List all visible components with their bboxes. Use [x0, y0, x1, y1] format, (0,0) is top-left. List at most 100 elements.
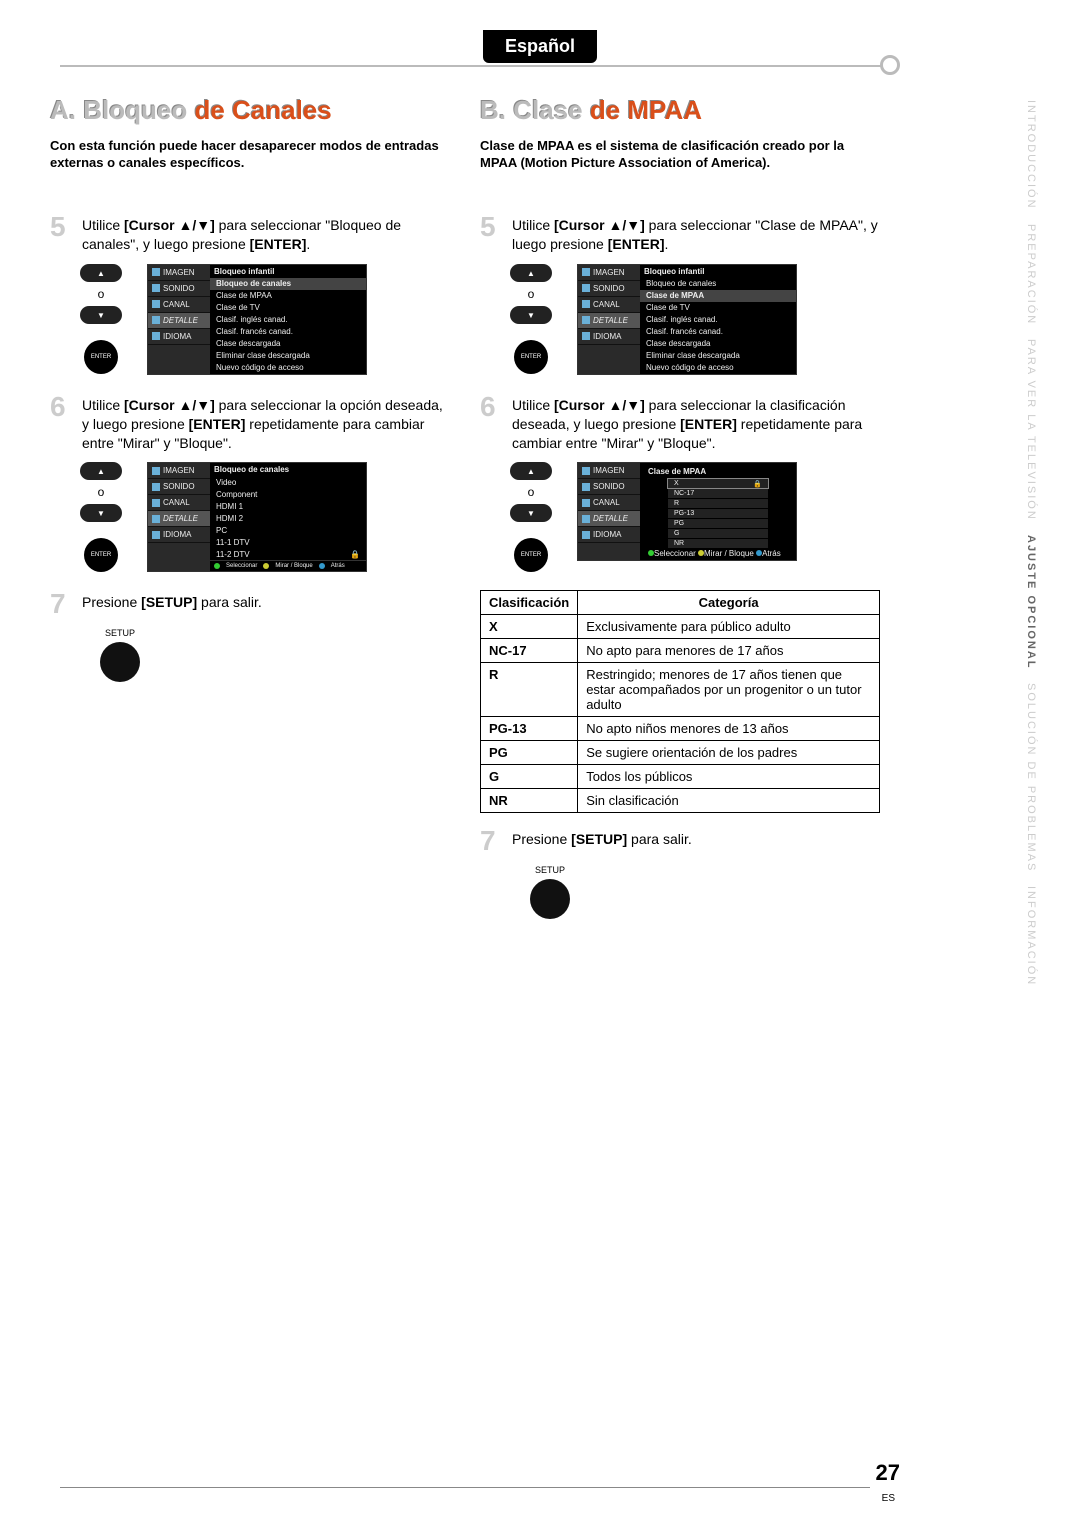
t: para salir.	[197, 594, 262, 610]
t: [SETUP]	[141, 594, 197, 610]
menu-row: Nuevo código de acceso	[210, 362, 366, 374]
t: para salir.	[627, 831, 692, 847]
menu-side-item: CANAL	[578, 495, 640, 511]
language-code: ES	[882, 1493, 895, 1504]
menu-side-item: CANAL	[578, 297, 640, 313]
or-label: o	[98, 287, 105, 301]
t: Presione	[82, 594, 141, 610]
header-dot-icon	[880, 55, 900, 75]
table-cell-desc: No apto para menores de 17 años	[578, 639, 880, 663]
menu-side-item: IDIOMA	[148, 329, 210, 345]
section-b-intro: Clase de MPAA es el sistema de clasifica…	[480, 138, 880, 188]
title-a-red: de Canales	[194, 95, 331, 125]
table-cell-code: NC-17	[481, 639, 578, 663]
footer-rule	[60, 1487, 870, 1488]
manual-page: Español INTRODUCCIÓNPREPARACIÓNPARA VER …	[0, 0, 1080, 1526]
menu-icon	[152, 284, 160, 292]
remote-icon: o ENTER	[80, 462, 122, 572]
setup-button-illustration: SETUP	[90, 628, 150, 682]
menu-row: Clase de MPAA	[210, 290, 366, 302]
table-cell-desc: Exclusivamente para público adulto	[578, 615, 880, 639]
menu-row: Eliminar clase descargada	[210, 350, 366, 362]
menu-row: Eliminar clase descargada	[640, 350, 796, 362]
menu-icon	[152, 531, 160, 539]
illustration-b5: o ENTER IMAGENSONIDOCANALDETALLEIDIOMA B…	[510, 264, 880, 375]
menu-side-item: IDIOMA	[578, 527, 640, 543]
step-text: Presione [SETUP] para salir.	[512, 827, 692, 855]
table-row: RRestringido; menores de 17 años tienen …	[481, 663, 880, 717]
page-number: 27	[876, 1460, 900, 1486]
t: [ENTER]	[680, 416, 737, 432]
table-header-cat: Categoría	[578, 591, 880, 615]
menu-side-item: IMAGEN	[578, 265, 640, 281]
cursor-up-icon	[510, 462, 552, 480]
step-text: Utilice [Cursor ▲/▼] para seleccionar "C…	[512, 213, 880, 254]
enter-button-icon: ENTER	[84, 340, 118, 374]
side-nav-item: AJUSTE OPCIONAL	[1025, 535, 1037, 670]
menu-icon	[152, 483, 160, 491]
setup-button-icon	[530, 879, 570, 919]
menu-side-item: IMAGEN	[148, 463, 210, 479]
header-rule	[60, 65, 885, 67]
rating-row: R	[668, 499, 768, 508]
menu-row: Clasif. inglés canad.	[640, 314, 796, 326]
side-nav: INTRODUCCIÓNPREPARACIÓNPARA VER LA TELEV…	[1025, 100, 1045, 1001]
menu-side-item: SONIDO	[148, 281, 210, 297]
setup-button-icon	[100, 642, 140, 682]
menu-row: Bloqueo de canales	[640, 278, 796, 290]
table-header-class: Clasificación	[481, 591, 578, 615]
t: [Cursor ▲/▼]	[124, 217, 215, 233]
menu-row: PC	[210, 524, 366, 536]
menu-side-item: SONIDO	[578, 479, 640, 495]
table-row: GTodos los públicos	[481, 765, 880, 789]
section-a-intro: Con esta función puede hacer desaparecer…	[50, 138, 450, 188]
menu-row: Clasif. francés canad.	[640, 326, 796, 338]
table-cell-desc: Todos los públicos	[578, 765, 880, 789]
menu-icon	[582, 284, 590, 292]
menu-footer: Seleccionar Mirar / Bloque Atrás	[648, 549, 788, 558]
step-b6: 6 Utilice [Cursor ▲/▼] para seleccionar …	[480, 393, 880, 453]
side-nav-item: PARA VER LA TELEVISIÓN	[1025, 339, 1037, 521]
cursor-down-icon	[510, 504, 552, 522]
remote-icon: o ENTER	[510, 462, 552, 572]
menu-icon	[582, 332, 590, 340]
step-number: 6	[50, 393, 74, 453]
menu-icon	[582, 483, 590, 491]
section-b-title: B. Clase de MPAA	[480, 95, 880, 126]
menu-row: 11-1 DTV	[210, 536, 366, 548]
menu-side-item: DETALLE	[578, 313, 640, 329]
t: [ENTER]	[250, 236, 307, 252]
menu-icon	[582, 316, 590, 324]
menu-row: Clase descargada	[640, 338, 796, 350]
side-nav-item: INFORMACIÓN	[1025, 886, 1037, 986]
classification-table: Clasificación Categoría XExclusivamente …	[480, 590, 880, 813]
menu-title: Bloqueo infantil	[210, 265, 366, 278]
osd-menu-b6: IMAGENSONIDOCANALDETALLEIDIOMA Clase de …	[577, 462, 797, 561]
menu-row: HDMI 2	[210, 512, 366, 524]
column-a: A. Bloqueo de Canales Con esta función p…	[50, 95, 450, 919]
step-number: 7	[50, 590, 74, 618]
t: Utilice	[82, 397, 124, 413]
t: [SETUP]	[571, 831, 627, 847]
language-tab: Español	[483, 30, 597, 63]
menu-row: Component	[210, 488, 366, 500]
table-row: PGSe sugiere orientación de los padres	[481, 741, 880, 765]
osd-menu-b5: IMAGENSONIDOCANALDETALLEIDIOMA Bloqueo i…	[577, 264, 797, 375]
side-nav-item: SOLUCIÓN DE PROBLEMAS	[1025, 683, 1037, 872]
step-text: Utilice [Cursor ▲/▼] para seleccionar la…	[512, 393, 880, 453]
menu-title: Bloqueo infantil	[640, 265, 796, 278]
menu-icon	[152, 515, 160, 523]
title-b-red: de MPAA	[590, 95, 702, 125]
menu-row: Bloqueo de canales	[210, 278, 366, 290]
table-row: XExclusivamente para público adulto	[481, 615, 880, 639]
menu-row: Clase descargada	[210, 338, 366, 350]
table-row: PG-13No apto niños menores de 13 años	[481, 717, 880, 741]
cursor-down-icon	[80, 306, 122, 324]
or-label: o	[528, 287, 535, 301]
step-number: 5	[480, 213, 504, 254]
menu-icon	[152, 332, 160, 340]
rating-row: PG-13	[668, 509, 768, 518]
title-a-pre: A. Bloqueo	[50, 95, 194, 125]
or-label: o	[98, 485, 105, 499]
cursor-up-icon	[80, 264, 122, 282]
